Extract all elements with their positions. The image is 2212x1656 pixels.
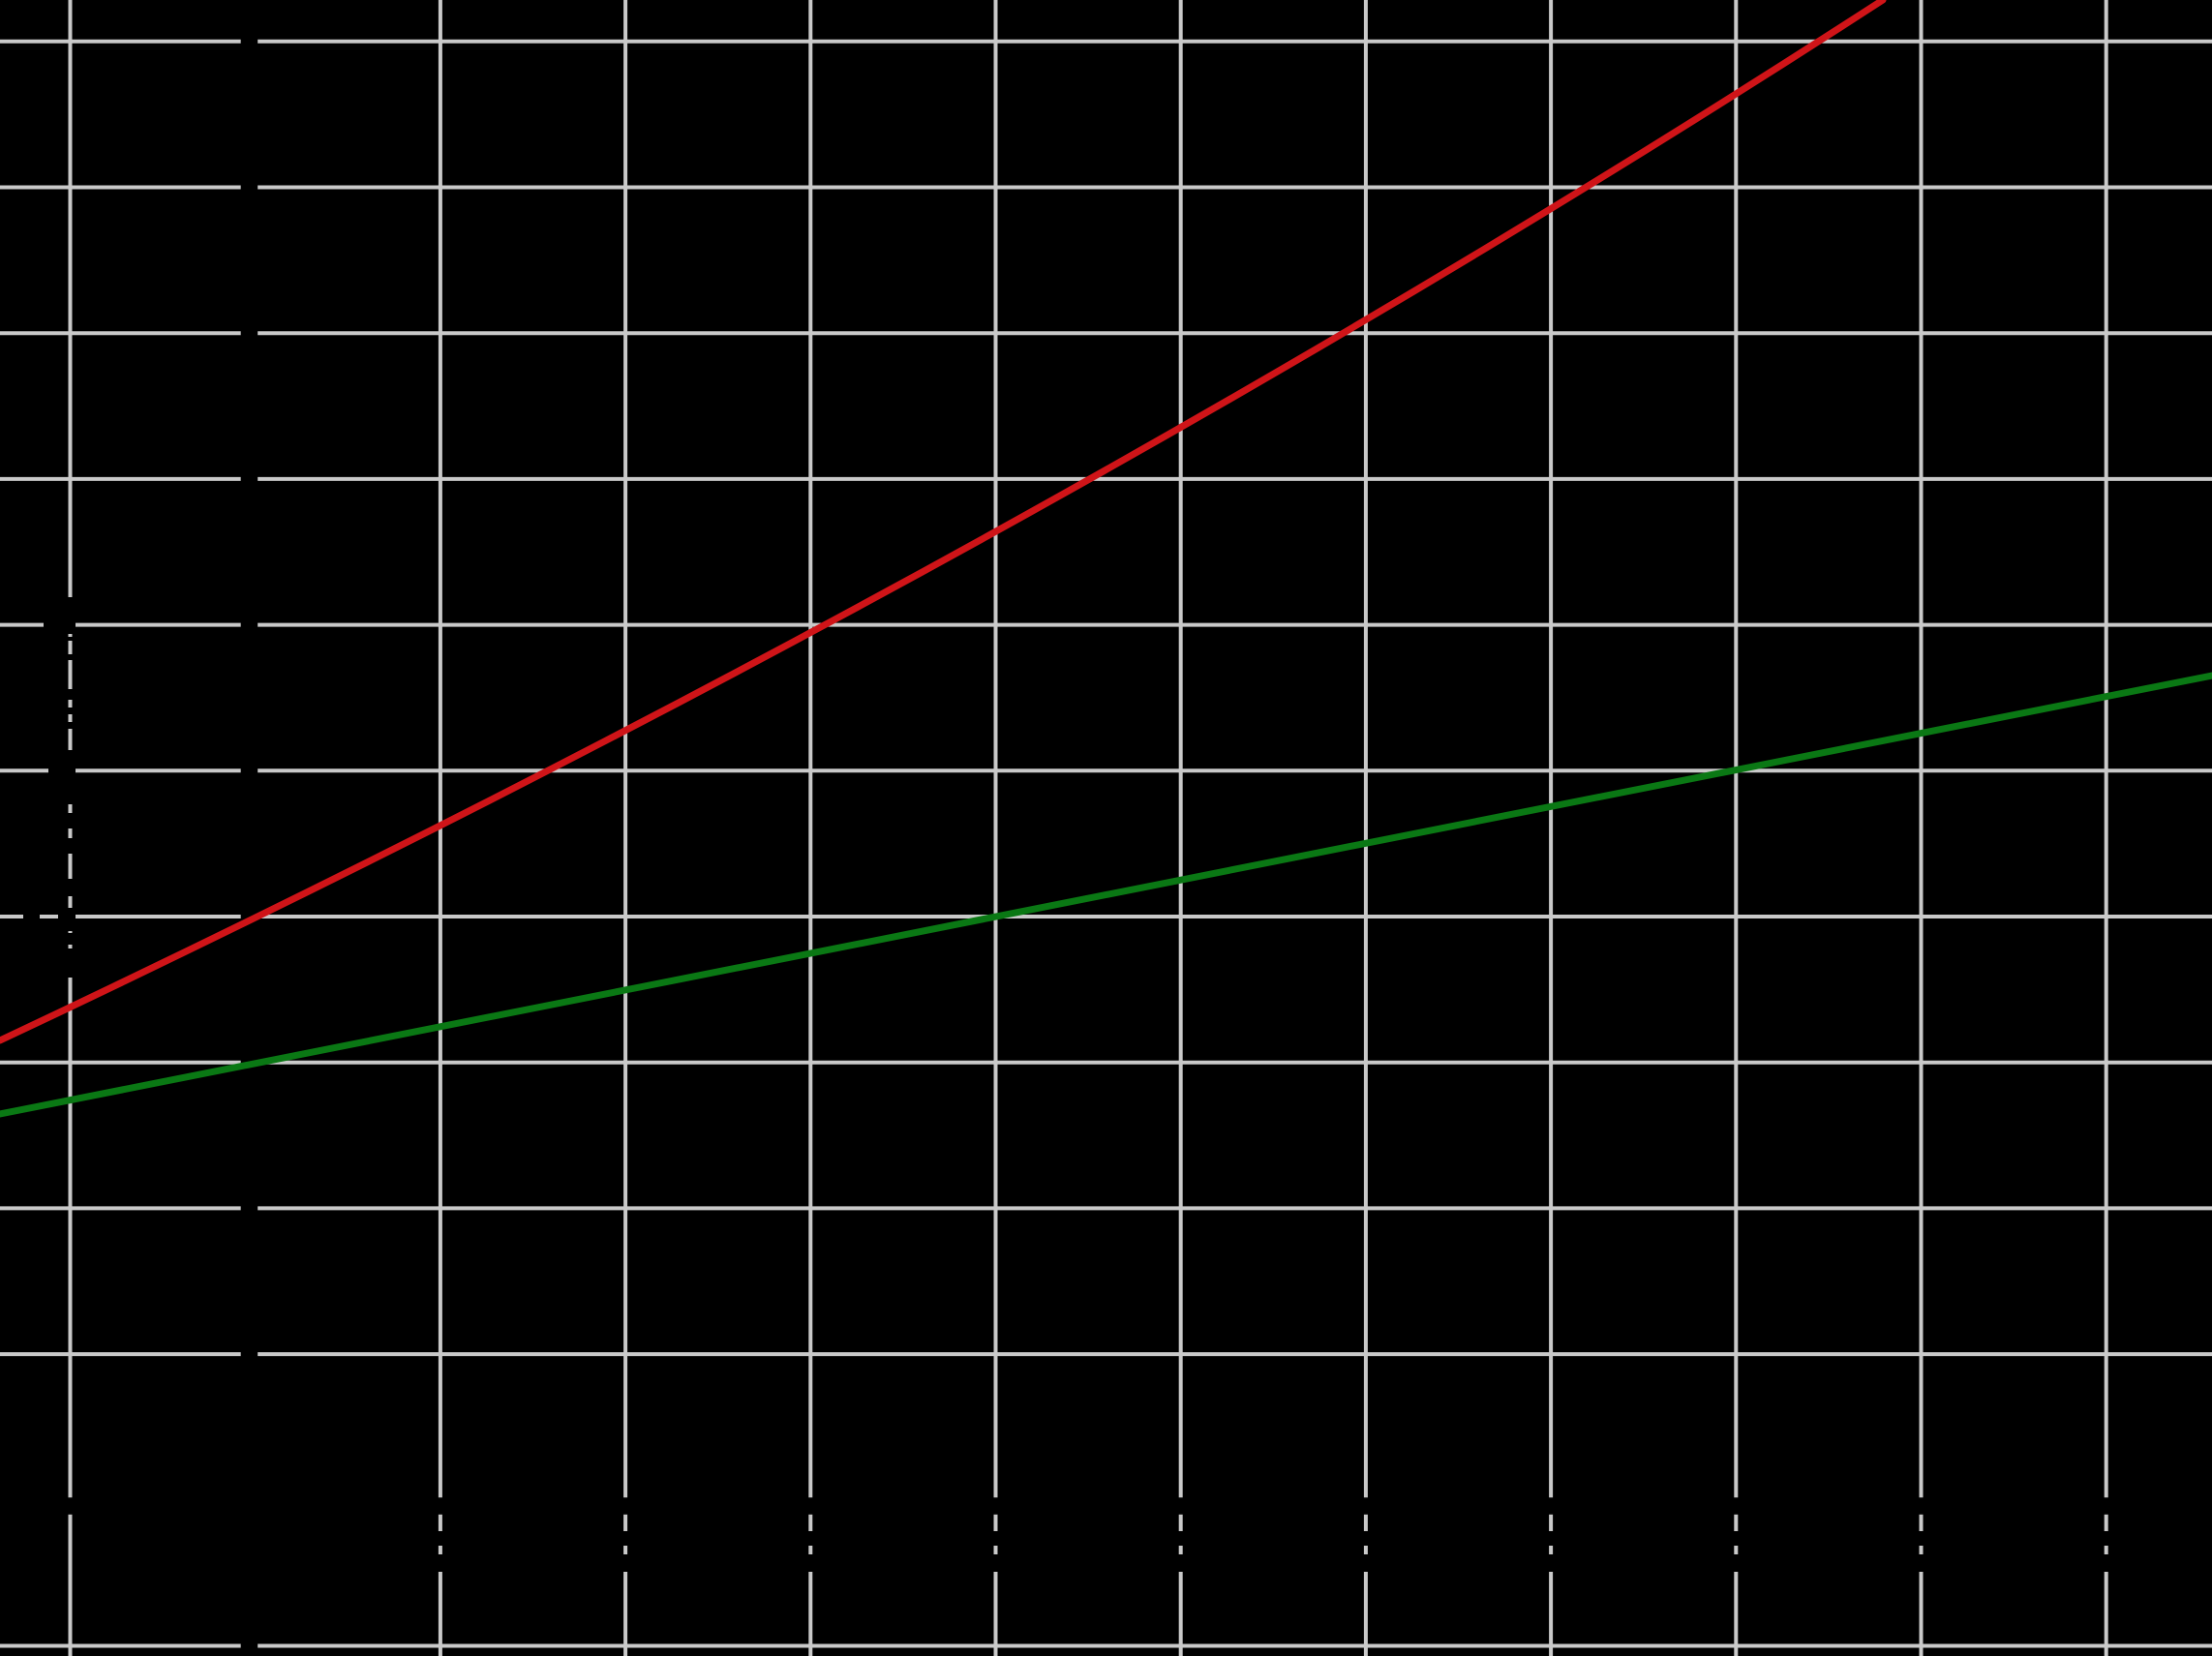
x-axis-label-fragment [1732, 1554, 1740, 1572]
y-axis-label-fragment [65, 597, 76, 634]
x-axis-label-fragment [621, 1554, 629, 1572]
x-axis-label-fragment [992, 1554, 999, 1572]
y-axis-label-fragment [58, 908, 76, 931]
y-axis-label-fragment [65, 654, 76, 660]
x-axis-label-fragment [1177, 1531, 1185, 1546]
y-axis-label-fragment [23, 914, 40, 921]
x-axis-label-fragment [806, 1554, 814, 1572]
x-axis-label-fragment [992, 1531, 999, 1546]
x-axis-label-fragment [1732, 1531, 1740, 1546]
y-axis-label-fragment [64, 879, 76, 896]
y-axis-label-fragment [66, 637, 76, 641]
y-axis-label-fragment [64, 948, 76, 978]
x-axis-label-fragment [1547, 1554, 1555, 1572]
y-axis-label-fragment [64, 838, 76, 854]
y-axis-label-fragment [64, 933, 76, 945]
x-axis-label-fragment [1362, 1531, 1370, 1546]
y-axis-label-fragment [65, 689, 76, 700]
y-axis-label-fragment [65, 708, 76, 714]
red-curve [0, 0, 1887, 1044]
y-axis-label-fragment [65, 796, 76, 804]
x-axis-label-fragment [2103, 1531, 2110, 1546]
y-axis-label-fragment [65, 722, 76, 729]
x-axis-label-fragment [2103, 1554, 2110, 1572]
y-axis-label-fragment [64, 813, 76, 828]
x-axis-label-fragment [1362, 1554, 1370, 1572]
x-axis-label-fragment [1918, 1531, 1924, 1546]
x-axis-label-fragment [1177, 1554, 1185, 1572]
x-axis-label-fragment [437, 1554, 444, 1572]
green-line [0, 672, 2212, 1118]
x-axis-label-fragment [1547, 1531, 1555, 1546]
y-axis-label-fragment [44, 617, 67, 630]
y-axis-label-fragment [64, 750, 76, 796]
y-axis-label-fragment [48, 765, 66, 776]
x-axis-label-fragment [1918, 1554, 1924, 1572]
x-axis-label-fragment [806, 1531, 814, 1546]
x-axis-label-fragment [621, 1531, 629, 1546]
x-axis-label-fragment [437, 1531, 444, 1546]
